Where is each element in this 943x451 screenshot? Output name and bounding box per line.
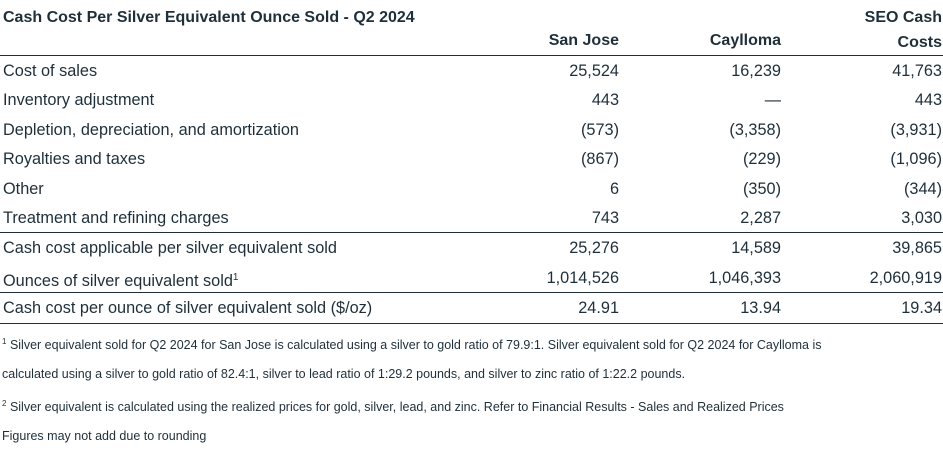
- rounding-note: Figures may not add due to rounding: [2, 429, 207, 443]
- table-row: Inventory adjustment 443 — 443: [0, 85, 943, 114]
- cell-san-jose: 24.91: [578, 299, 619, 318]
- footnote-2-marker: 2: [2, 399, 7, 408]
- cell-seo-cash-costs: (3,931): [890, 120, 942, 139]
- table-title: Cash Cost Per Silver Equivalent Ounce So…: [3, 9, 415, 26]
- footnote-2-text: Silver equivalent is calculated using th…: [9, 400, 784, 414]
- column-header-seo-cash-costs: SEO Cash Costs: [864, 9, 942, 51]
- row-label: Other: [3, 179, 44, 198]
- row-label: Depletion, depreciation, and amortizatio…: [3, 120, 299, 139]
- cell-caylloma: (350): [742, 179, 781, 198]
- table-row: Royalties and taxes (867) (229) (1,096): [0, 144, 943, 173]
- cell-caylloma: 16,239: [731, 62, 781, 80]
- cell-san-jose: 1,014,526: [546, 268, 619, 287]
- cell-san-jose: 743: [591, 208, 619, 227]
- row-label: Ounces of silver equivalent sold1: [3, 267, 238, 292]
- row-label: Cash cost applicable per silver equivale…: [3, 239, 337, 258]
- footnote-1-line-1: 1 Silver equivalent sold for Q2 2024 for…: [2, 327, 937, 360]
- cell-caylloma: (229): [742, 150, 781, 169]
- cell-seo-cash-costs: (1,096): [890, 150, 942, 169]
- cell-seo-cash-costs: 443: [914, 91, 942, 110]
- table-row: Cash cost per ounce of silver equivalent…: [0, 292, 943, 324]
- cell-san-jose: (867): [580, 150, 619, 169]
- cell-seo-cash-costs: 41,763: [892, 62, 942, 80]
- row-label: Royalties and taxes: [3, 150, 146, 169]
- cash-cost-table: Cash Cost Per Silver Equivalent Ounce So…: [0, 0, 943, 324]
- cell-san-jose: 443: [591, 91, 619, 110]
- cell-san-jose: 25,276: [569, 239, 619, 258]
- cell-seo-cash-costs: 2,060,919: [869, 268, 942, 287]
- row-label: Treatment and refining charges: [3, 208, 229, 227]
- cell-seo-cash-costs: 19.34: [901, 299, 942, 318]
- table-row: Other 6 (350) (344): [0, 174, 943, 203]
- cell-seo-cash-costs: 3,030: [901, 208, 942, 227]
- cell-san-jose: 6: [609, 179, 619, 198]
- table-row: Ounces of silver equivalent sold1 1,014,…: [0, 263, 943, 292]
- table-row: Depletion, depreciation, and amortizatio…: [0, 115, 943, 144]
- footnote-1-marker: 1: [2, 337, 7, 346]
- row-label: Cash cost per ounce of silver equivalent…: [3, 299, 373, 318]
- footnote-1-text: Silver equivalent sold for Q2 2024 for S…: [9, 338, 822, 352]
- cell-caylloma: 14,589: [731, 239, 781, 258]
- cell-caylloma: —: [764, 91, 781, 110]
- column-header-san-jose: San Jose: [548, 32, 619, 49]
- cell-san-jose: 25,524: [569, 62, 619, 80]
- row-label-text: Ounces of silver equivalent sold: [3, 271, 233, 290]
- cell-caylloma: 2,287: [740, 208, 781, 227]
- footnotes: 1 Silver equivalent sold for Q2 2024 for…: [2, 327, 937, 451]
- footnote-marker: 1: [232, 271, 239, 283]
- row-label: Cost of sales: [3, 62, 98, 80]
- row-label: Inventory adjustment: [3, 91, 155, 110]
- footnote-2: 2 Silver equivalent is calculated using …: [2, 389, 937, 422]
- footnote-1-line-2: calculated using a silver to gold ratio …: [2, 367, 686, 381]
- cell-caylloma: 1,046,393: [708, 268, 781, 287]
- table-row: Cash cost applicable per silver equivale…: [0, 232, 943, 262]
- cell-seo-cash-costs: 39,865: [892, 239, 942, 258]
- cell-caylloma: (3,358): [729, 120, 781, 139]
- table-row: Cost of sales 25,524 16,239 41,763: [0, 56, 943, 85]
- column-header-caylloma: Caylloma: [709, 32, 781, 49]
- table-header: Cash Cost Per Silver Equivalent Ounce So…: [0, 0, 943, 56]
- cell-seo-cash-costs: (344): [903, 179, 942, 198]
- cell-san-jose: (573): [580, 120, 619, 139]
- table-row: Treatment and refining charges 743 2,287…: [0, 203, 943, 232]
- cell-caylloma: 13.94: [740, 299, 781, 318]
